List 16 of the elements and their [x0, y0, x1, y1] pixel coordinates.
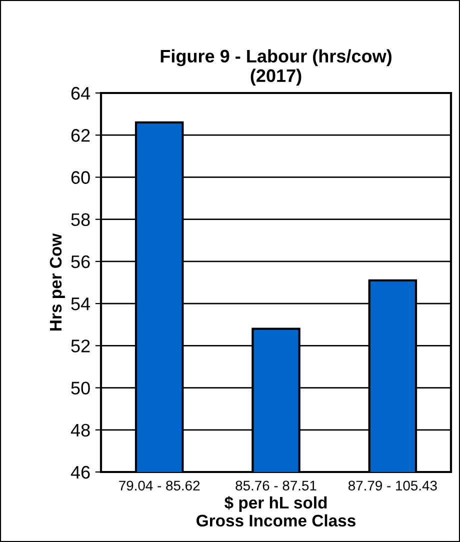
y-axis-title: Hrs per Cow [50, 233, 65, 330]
y-tick-label: 50 [71, 382, 90, 394]
y-tick-label: 58 [71, 213, 90, 226]
y-tick-label: 46 [70, 466, 90, 479]
x-tick-label: 79.04 - 85.62 [119, 480, 200, 491]
y-tick-label: 48 [70, 424, 90, 437]
y-tick-label: 62 [71, 129, 90, 142]
chart-title: Figure 9 - Labour (hrs/cow) (2017) [160, 49, 392, 86]
x-tick-label: 87.79 - 105.43 [348, 480, 437, 491]
y-tick-label: 52 [71, 340, 90, 352]
y-tick-label: 60 [71, 171, 90, 184]
y-tick-label: 54 [71, 298, 90, 310]
y-tick-label: 64 [71, 86, 90, 100]
x-tick-label: 85.76 - 87.51 [236, 480, 316, 491]
x-axis-title: $ per hL sold Gross Income Class [196, 496, 356, 527]
y-tick-label: 56 [71, 255, 90, 268]
